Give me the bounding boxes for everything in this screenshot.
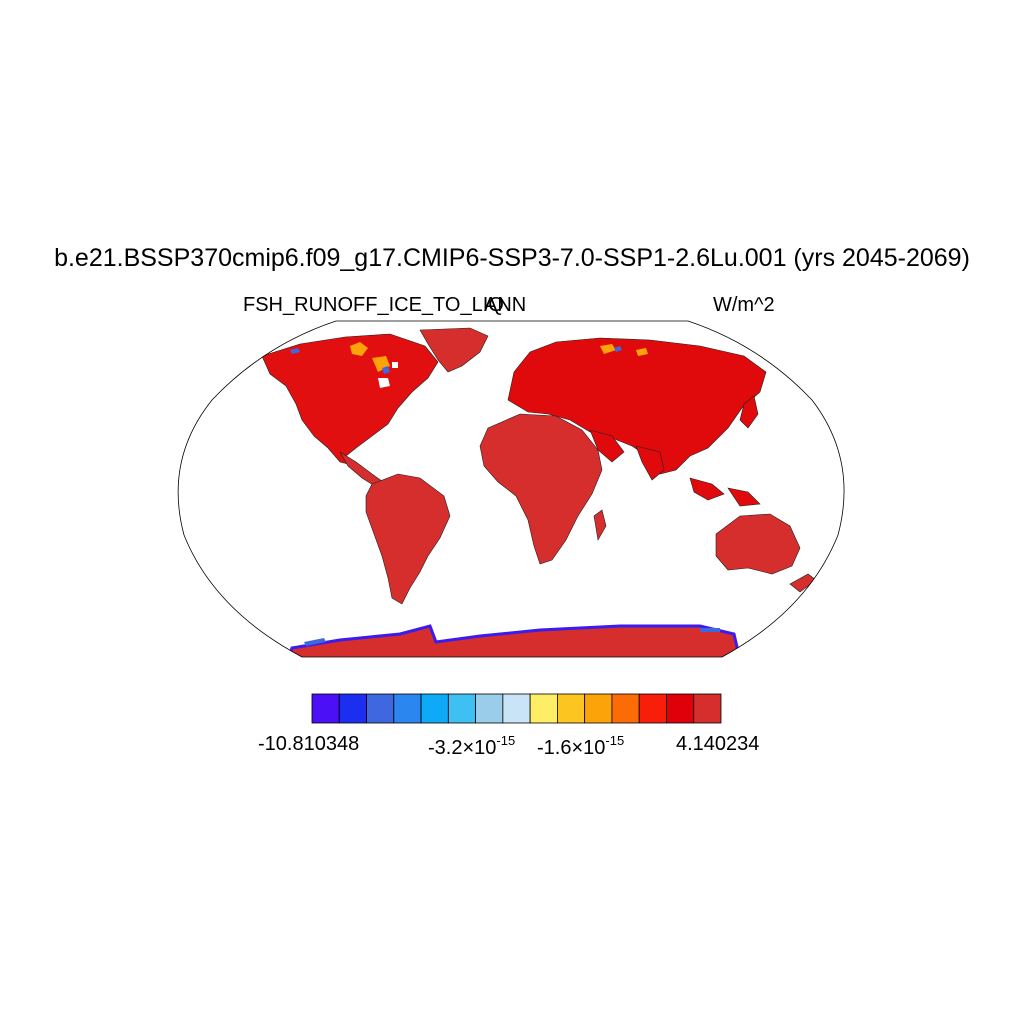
colorbar-label-mid1: -3.2×10-15: [428, 733, 516, 759]
colorbar: [311, 693, 722, 724]
land-japan: [739, 395, 759, 429]
plot-title: b.e21.BSSP370cmip6.f09_g17.CMIP6-SSP3-7.…: [54, 244, 970, 272]
colorbar-box-3: [366, 693, 395, 724]
land-new-zealand: [789, 573, 817, 593]
colorbar-box-4: [393, 693, 422, 724]
variable-name: FSH_RUNOFF_ICE_TO_LIQ: [243, 294, 504, 316]
land-maritime-se-asia: [689, 477, 761, 507]
colorbar-box-10: [557, 693, 586, 724]
land-south-asia: [589, 429, 665, 481]
units-label: W/m^2: [713, 294, 775, 316]
neutral-patches: [378, 362, 398, 388]
globe-outline: [177, 320, 845, 658]
colorbar-box-5: [420, 693, 449, 724]
high-latitude-patches: [350, 342, 648, 372]
land-australia: [715, 513, 801, 575]
colorbar-box-1: [311, 693, 340, 724]
land-eurasia: [507, 337, 767, 475]
land-north-america: [261, 333, 439, 467]
colorbar-box-11: [584, 693, 613, 724]
land-greenland: [419, 327, 489, 373]
colorbar-box-12: [611, 693, 640, 724]
land-madagascar: [593, 509, 607, 541]
colorbar-box-8: [502, 693, 531, 724]
season-label: ANN: [484, 294, 527, 316]
colorbar-box-7: [475, 693, 504, 724]
colorbar-box-15: [693, 693, 722, 724]
colorbar-box-13: [638, 693, 667, 724]
colorbar-box-6: [447, 693, 476, 724]
colorbar-box-14: [666, 693, 695, 724]
colorbar-box-2: [338, 693, 367, 724]
land-africa: [479, 413, 603, 565]
map-land: [261, 327, 817, 657]
land-south-america: [365, 473, 451, 605]
land-antarctica: [285, 624, 742, 657]
colorbar-label-min: -10.810348: [258, 733, 360, 755]
colorbar-box-9: [529, 693, 558, 724]
colorbar-label-max: 4.140234: [676, 733, 760, 755]
colorbar-label-mid2: -1.6×10-15: [537, 733, 625, 759]
